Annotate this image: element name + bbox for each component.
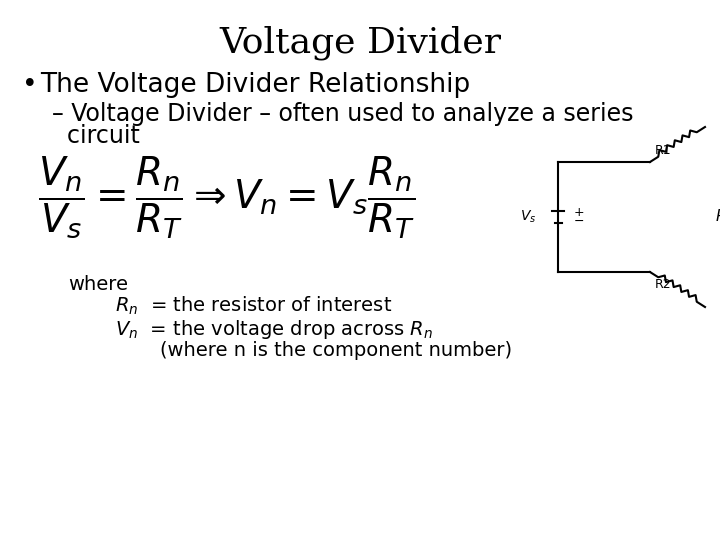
- Text: −: −: [574, 214, 585, 227]
- Text: (where n is the component number): (where n is the component number): [160, 341, 512, 360]
- Text: – Voltage Divider – often used to analyze a series: – Voltage Divider – often used to analyz…: [52, 102, 634, 126]
- Text: The Voltage Divider Relationship: The Voltage Divider Relationship: [40, 72, 470, 98]
- Text: $R_n$  = the resistor of interest: $R_n$ = the resistor of interest: [115, 295, 392, 318]
- Text: $\dfrac{V_n}{V_s} = \dfrac{R_n}{R_T} \Rightarrow V_n = V_s\dfrac{R_n}{R_T}$: $\dfrac{V_n}{V_s} = \dfrac{R_n}{R_T} \Ri…: [38, 155, 415, 241]
- Text: $V_s$: $V_s$: [520, 209, 536, 225]
- Text: circuit: circuit: [52, 124, 140, 148]
- Text: where: where: [68, 275, 128, 294]
- Text: $V_n$  = the voltage drop across $R_n$: $V_n$ = the voltage drop across $R_n$: [115, 318, 433, 341]
- Text: $R_T$: $R_T$: [715, 208, 720, 226]
- Text: Voltage Divider: Voltage Divider: [219, 25, 501, 59]
- Text: +: +: [574, 206, 585, 219]
- Text: R1: R1: [655, 144, 672, 157]
- Text: •: •: [22, 72, 37, 98]
- Text: R2: R2: [655, 278, 672, 291]
